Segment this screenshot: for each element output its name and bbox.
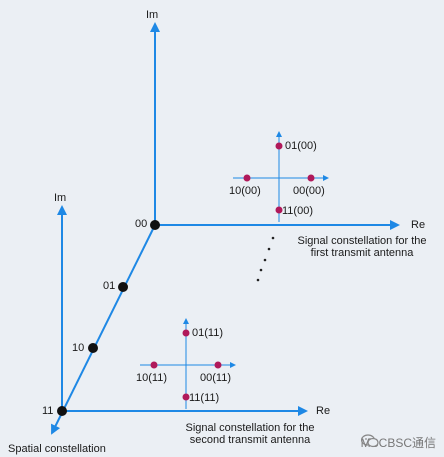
im-label-top: Im [146, 9, 159, 21]
ellipsis-dots [256, 236, 275, 282]
antenna2-label-10: 10(11) [136, 372, 167, 384]
spatial-label-11: 11 [42, 405, 54, 417]
antenna2-point-10 [150, 361, 158, 369]
im-label-left: Im [54, 192, 67, 204]
antenna1-point-01 [275, 142, 283, 150]
antenna2-caption: Signal constellation for the second tran… [170, 422, 330, 446]
antenna2-point-11 [182, 393, 190, 401]
antenna1-caption: Signal constellation for the first trans… [282, 235, 442, 259]
spatial-point-01 [118, 282, 128, 292]
antenna1-point-10 [243, 174, 251, 182]
wechat-icon [360, 434, 379, 448]
antenna2-caption-line1: Signal constellation for the [185, 422, 315, 434]
antenna2-label-00: 00(11) [200, 372, 231, 384]
antenna1-label-10: 10(00) [229, 185, 261, 197]
antenna1-caption-line1: Signal constellation for the [297, 235, 427, 247]
antenna1-point-11 [275, 206, 283, 214]
antenna2-caption-line2: second transmit antenna [189, 434, 311, 446]
spatial-axis-diagonal [51, 224, 156, 435]
spatial-caption: Spatial constellation [8, 443, 106, 455]
spatial-label-10: 10 [72, 342, 85, 354]
antenna2-point-00 [214, 361, 222, 369]
re-label-top: Re [411, 219, 426, 231]
watermark-text: MSCBSC通信 [360, 436, 436, 450]
antenna1-caption-line2: first transmit antenna [310, 247, 414, 259]
spatial-label-00: 00 [135, 218, 148, 230]
spatial-point-11 [57, 406, 67, 416]
antenna2-label-01: 01(11) [192, 327, 223, 339]
antenna2-label-11: 11(11) [189, 392, 220, 404]
spatial-point-00 [150, 220, 160, 230]
antenna1-label-11: 11(00) [282, 205, 313, 217]
antenna2-point-01 [182, 329, 190, 337]
antenna1-point-00 [307, 174, 315, 182]
re-label-bottom: Re [316, 405, 331, 417]
watermark: MSCBSC通信 [360, 434, 436, 451]
spatial-point-10 [88, 343, 98, 353]
antenna1-label-00: 00(00) [293, 185, 325, 197]
antenna1-label-01: 01(00) [285, 140, 317, 152]
spatial-label-01: 01 [103, 280, 116, 292]
